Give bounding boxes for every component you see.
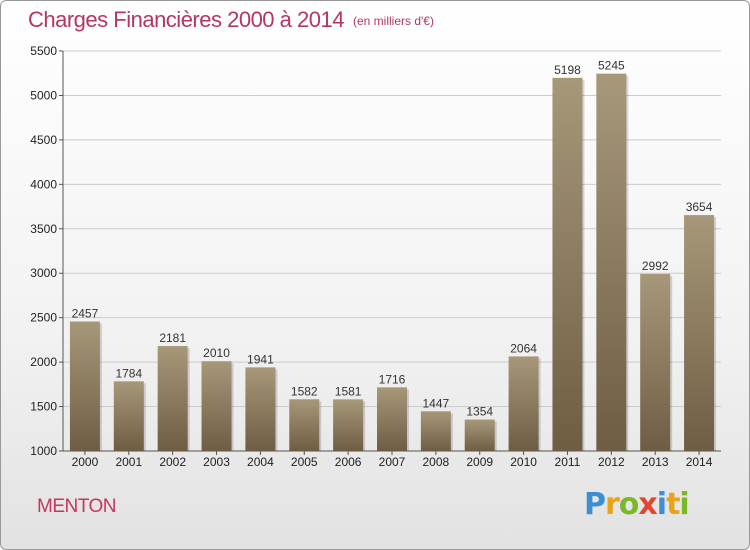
- data-label: 5198: [554, 63, 581, 77]
- x-tick-label: 2006: [335, 455, 362, 469]
- data-label: 1447: [423, 396, 450, 410]
- y-tick-label: 4500: [30, 133, 57, 147]
- data-label: 1941: [247, 352, 274, 366]
- logo-letter: t: [666, 487, 680, 522]
- bar: [420, 411, 451, 451]
- y-tick-label: 1000: [30, 444, 57, 458]
- labels: 1000 1500 2000 2500 3000 3500 4000 4500 5000 5500…: [30, 44, 712, 469]
- logo-letter: P: [584, 487, 606, 522]
- data-label: 2181: [159, 331, 186, 345]
- logo-letter: i: [679, 487, 689, 522]
- bar: [464, 419, 495, 451]
- x-tick-label: 2010: [510, 455, 537, 469]
- data-label: 2457: [72, 306, 99, 320]
- x-tick-label: 2009: [466, 455, 493, 469]
- bar: [245, 367, 276, 451]
- bar: [508, 356, 539, 451]
- commune-name: MENTON: [37, 496, 116, 517]
- x-tick-label: 2014: [686, 455, 713, 469]
- logo-letter: i: [656, 487, 667, 522]
- data-label: 5245: [598, 59, 625, 73]
- x-tick-label: 2007: [379, 455, 406, 469]
- bar: [552, 77, 583, 451]
- data-label: 3654: [686, 200, 713, 214]
- data-label: 1581: [335, 384, 362, 398]
- bar: [640, 273, 671, 451]
- y-tick-label: 3000: [30, 266, 57, 280]
- x-tick-label: 2008: [423, 455, 450, 469]
- x-tick-label: 2001: [115, 455, 142, 469]
- data-label: 1354: [466, 405, 493, 419]
- data-label: 2064: [510, 341, 537, 355]
- y-tick-label: 2500: [30, 311, 57, 325]
- y-tick-label: 3500: [30, 222, 57, 236]
- bar: [596, 73, 627, 452]
- logo-letter: o: [618, 487, 640, 522]
- x-tick-label: 2000: [72, 455, 99, 469]
- x-tick-label: 2011: [555, 455, 581, 469]
- data-label: 2992: [642, 259, 669, 273]
- proxiti-logo[interactable]: Proxiti: [584, 487, 690, 522]
- x-tick-label: 2004: [247, 455, 274, 469]
- bar: [113, 381, 144, 451]
- data-label: 1582: [291, 384, 318, 398]
- logo-letter: x: [638, 487, 657, 522]
- y-tick-label: 5500: [30, 44, 57, 58]
- y-tick-label: 5000: [30, 88, 57, 102]
- y-tick-label: 2000: [30, 355, 57, 369]
- x-tick-label: 2003: [203, 455, 230, 469]
- x-tick-label: 2005: [291, 455, 318, 469]
- bar: [201, 361, 232, 451]
- data-label: 1784: [115, 366, 142, 380]
- bars: [69, 73, 717, 452]
- y-tick-label: 4000: [30, 177, 57, 191]
- bar: [684, 215, 715, 451]
- x-tick-label: 2002: [159, 455, 186, 469]
- data-label: 2010: [203, 346, 230, 360]
- chart-subtitle: (en milliers d'€): [353, 14, 434, 28]
- logo-letter: r: [605, 487, 620, 522]
- bar: [333, 399, 364, 451]
- data-label: 1716: [379, 372, 406, 386]
- bar: [69, 321, 100, 451]
- bar: [157, 346, 188, 451]
- bar: [377, 387, 407, 451]
- x-tick-label: 2013: [642, 455, 669, 469]
- chart-title: Charges Financières 2000 à 2014: [28, 7, 344, 32]
- bar: [289, 399, 320, 451]
- x-tick-label: 2012: [598, 455, 625, 469]
- y-tick-label: 1500: [30, 400, 57, 414]
